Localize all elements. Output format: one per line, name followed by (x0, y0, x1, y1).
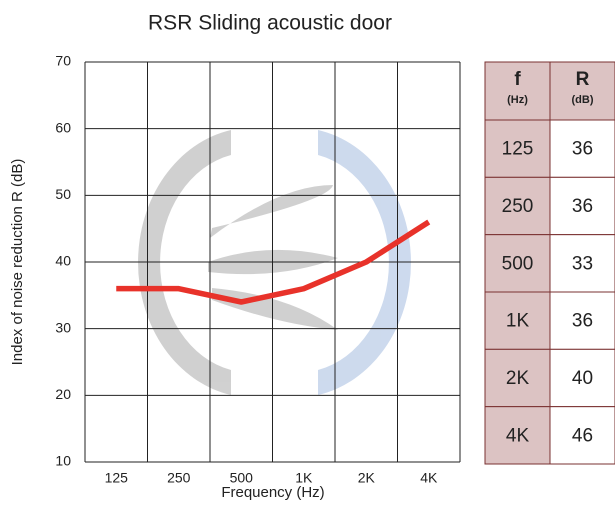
table-cell (484, 348, 551, 408)
chart-title: RSR Sliding acoustic door (148, 12, 392, 35)
y-tick-label: 40 (55, 253, 71, 269)
logo-blob (212, 288, 338, 330)
x-tick-label: 2K (358, 470, 376, 486)
table-cell (549, 348, 615, 408)
y-tick-label: 60 (55, 119, 71, 135)
table-cell-text: 36 (572, 311, 593, 332)
y-tick-label: 10 (55, 453, 71, 469)
logo-blob (210, 185, 333, 238)
table-cell (484, 406, 551, 465)
y-axis-label: Index of noise reduction R (dB) (9, 159, 26, 366)
table-cell-text: 40 (572, 368, 593, 389)
table-cell-text: 36 (572, 196, 593, 217)
table-cell (484, 119, 551, 178)
table-cell (484, 176, 551, 236)
table-cell-text: 500 (502, 253, 534, 274)
x-tick-label: 4K (420, 470, 438, 486)
y-tick-label: 50 (55, 186, 71, 202)
table-header-unit: (dB) (572, 94, 594, 106)
y-tick-label: 30 (55, 319, 71, 335)
table-cell (549, 176, 615, 236)
x-tick-label: 125 (105, 470, 129, 486)
table-cell-text: 36 (572, 139, 593, 160)
x-axis-label: Frequency (Hz) (221, 484, 324, 501)
table-cell (549, 406, 615, 465)
table-cell (484, 234, 551, 293)
table-cell-text: 4K (506, 425, 530, 446)
table-header-unit: (Hz) (507, 94, 528, 106)
x-tick-label: 500 (230, 470, 254, 486)
table-cell-text: 2K (506, 368, 530, 389)
table-header-title: R (576, 69, 590, 90)
y-tick-label: 70 (55, 53, 71, 69)
x-tick-label: 1K (295, 470, 313, 486)
table-cell-text: 250 (502, 196, 534, 217)
table-cell-text: 33 (572, 253, 593, 274)
table-header-cell (549, 61, 615, 121)
x-tick-label: 250 (167, 470, 191, 486)
table-header-title: f (514, 69, 521, 90)
table-cell (549, 291, 615, 350)
table-cell-text: 1K (506, 311, 530, 332)
table-cell (549, 119, 615, 178)
table-cell-text: 125 (502, 139, 534, 160)
y-tick-label: 20 (55, 386, 71, 402)
data-line (116, 219, 431, 305)
table-cell (549, 234, 615, 293)
table-cell-text: 46 (572, 425, 593, 446)
